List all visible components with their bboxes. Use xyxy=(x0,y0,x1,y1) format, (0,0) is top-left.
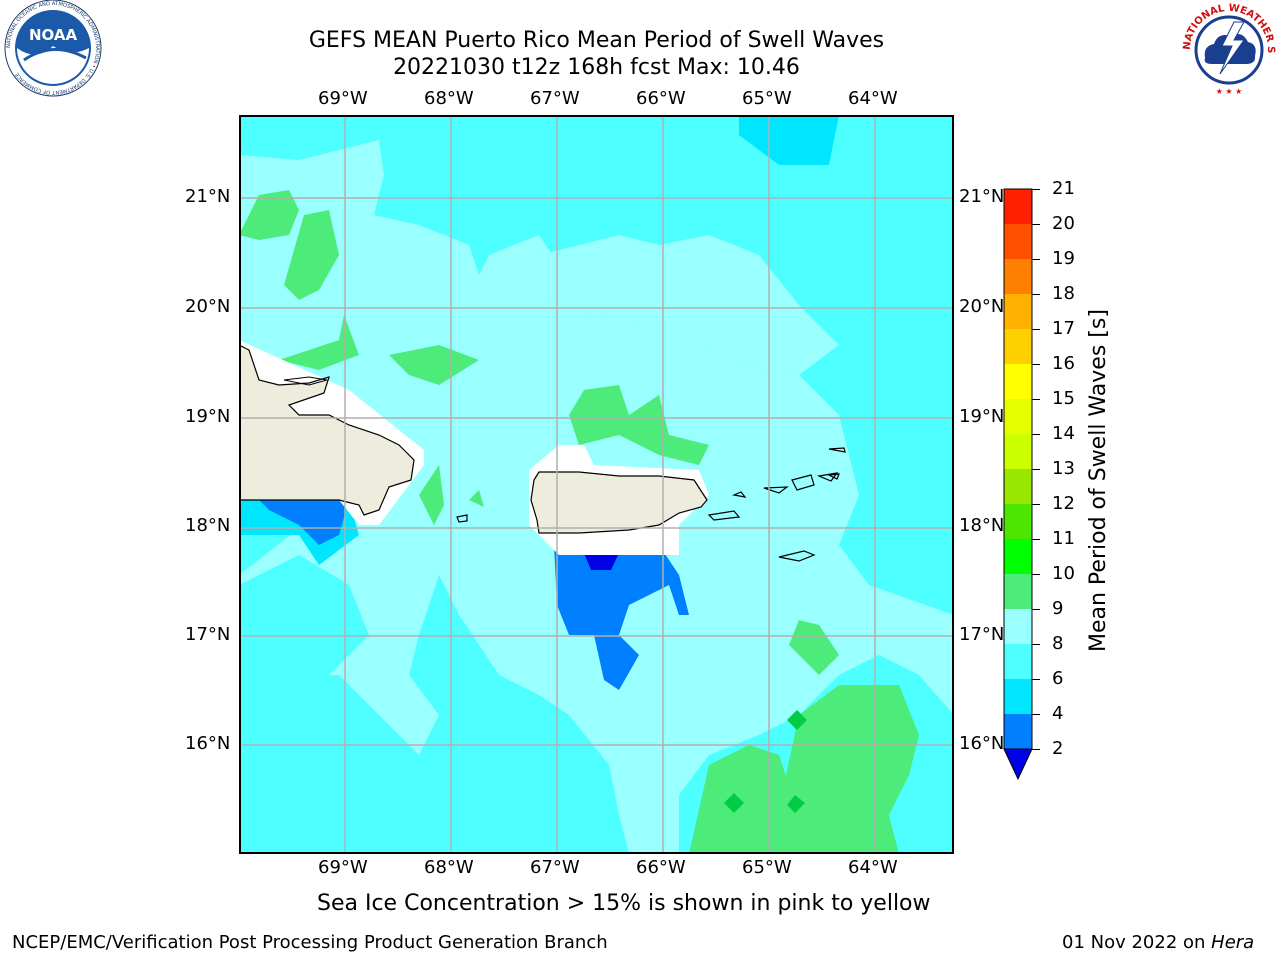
lon-label-bottom: 64°W xyxy=(848,857,898,878)
lon-label-top: 68°W xyxy=(424,88,474,109)
map-gridlines xyxy=(239,115,954,854)
map-plot-area xyxy=(238,115,954,854)
colorbar-tick-mark xyxy=(1032,469,1040,470)
lon-label-bottom: 67°W xyxy=(530,857,580,878)
colorbar-extend-triangle xyxy=(1003,748,1033,781)
lat-label-left: 19°N xyxy=(185,406,231,427)
colorbar-tick-mark xyxy=(1032,399,1040,400)
colorbar-swatch xyxy=(1004,189,1032,224)
lon-label-top: 64°W xyxy=(848,88,898,109)
colorbar-swatch xyxy=(1004,259,1032,294)
colorbar-tick-label: 15 xyxy=(1052,388,1075,409)
field-9-10s xyxy=(239,190,299,240)
colorbar-tick-label: 20 xyxy=(1052,213,1075,234)
noaa-logo: NOAA NATIONAL OCEANIC AND ATMOSPHERIC AD… xyxy=(0,0,108,108)
colorbar-swatch xyxy=(1004,714,1032,749)
colorbar-tick-mark xyxy=(1032,364,1040,365)
lon-label-top: 67°W xyxy=(530,88,580,109)
lat-label-right: 21°N xyxy=(959,186,1005,207)
lat-label-left: 18°N xyxy=(185,515,231,536)
field-10-11s xyxy=(724,793,744,813)
lat-label-left: 20°N xyxy=(185,296,231,317)
colorbar-tick-mark xyxy=(1032,749,1040,750)
colorbar-swatch xyxy=(1004,294,1032,329)
lon-label-bottom: 69°W xyxy=(318,857,368,878)
colorbar-swatch xyxy=(1004,399,1032,434)
colorbar-tick-label: 10 xyxy=(1052,563,1075,584)
colorbar-tick-label: 16 xyxy=(1052,353,1075,374)
colorbar-tick-mark xyxy=(1032,609,1040,610)
colorbar-tick-mark xyxy=(1032,329,1040,330)
colorbar-tick-mark xyxy=(1032,434,1040,435)
noaa-logo-text: NOAA xyxy=(29,26,78,44)
lat-label-right: 19°N xyxy=(959,406,1005,427)
colorbar-tick-mark xyxy=(1032,539,1040,540)
sea-ice-note: Sea Ice Concentration > 15% is shown in … xyxy=(317,891,931,916)
colorbar-tick-label: 17 xyxy=(1052,318,1075,339)
colorbar-swatch xyxy=(1004,434,1032,469)
lat-label-right: 17°N xyxy=(959,624,1005,645)
colorbar-tick-label: 19 xyxy=(1052,248,1075,269)
lat-label-right: 18°N xyxy=(959,515,1005,536)
colorbar-tick-label: 6 xyxy=(1052,668,1064,689)
chart-title-line2: 20221030 t12z 168h fcst Max: 10.46 xyxy=(393,55,800,80)
colorbar-tick-label: 14 xyxy=(1052,423,1075,444)
colorbar-swatch xyxy=(1004,224,1032,259)
colorbar-tick-mark xyxy=(1032,714,1040,715)
colorbar-tick-label: 13 xyxy=(1052,458,1075,479)
land-hispaniola xyxy=(238,344,415,516)
lon-label-bottom: 68°W xyxy=(424,857,474,878)
colorbar-tick-mark xyxy=(1032,644,1040,645)
colorbar-tick-label: 8 xyxy=(1052,633,1064,654)
colorbar-tick-mark xyxy=(1032,189,1040,190)
footer-left: NCEP/EMC/Verification Post Processing Pr… xyxy=(12,932,608,953)
colorbar-tick-mark xyxy=(1032,294,1040,295)
colorbar-swatch xyxy=(1004,574,1032,609)
footer-right: 01 Nov 2022 on Hera xyxy=(1062,932,1254,953)
field-4-6s-north xyxy=(739,115,839,165)
colorbar-label: Mean Period of Swell Waves [s] xyxy=(1086,309,1111,652)
lat-label-left: 16°N xyxy=(185,733,231,754)
colorbar-swatch xyxy=(1004,644,1032,679)
footer-date: 01 Nov 2022 on xyxy=(1062,932,1212,953)
colorbar-swatch xyxy=(1004,469,1032,504)
lon-label-top: 69°W xyxy=(318,88,368,109)
colorbar-swatch xyxy=(1004,609,1032,644)
colorbar-tick-mark xyxy=(1032,574,1040,575)
colorbar-tick-mark xyxy=(1032,679,1040,680)
colorbar-tick-label: 12 xyxy=(1052,493,1075,514)
colorbar-swatch xyxy=(1004,679,1032,714)
colorbar-tick-label: 11 xyxy=(1052,528,1075,549)
field-2-4s xyxy=(259,500,349,545)
nws-logo: NATIONAL WEATHER SERVICE ★ ★ ★ xyxy=(1174,0,1280,102)
lon-label-bottom: 66°W xyxy=(636,857,686,878)
colorbar-tick-mark xyxy=(1032,259,1040,260)
colorbar xyxy=(1000,185,1040,785)
lon-label-bottom: 65°W xyxy=(742,857,792,878)
svg-text:★ ★ ★: ★ ★ ★ xyxy=(1216,87,1243,96)
footer-machine: Hera xyxy=(1211,932,1255,953)
colorbar-tick-label: 21 xyxy=(1052,178,1075,199)
lat-label-left: 17°N xyxy=(185,624,231,645)
colorbar-tick-label: 9 xyxy=(1052,598,1064,619)
colorbar-tick-mark xyxy=(1032,504,1040,505)
lat-label-left: 21°N xyxy=(185,186,231,207)
colorbar-tick-mark xyxy=(1032,224,1040,225)
lat-label-right: 20°N xyxy=(959,296,1005,317)
colorbar-swatch xyxy=(1004,329,1032,364)
colorbar-tick-label: 4 xyxy=(1052,703,1064,724)
lon-label-top: 66°W xyxy=(636,88,686,109)
swell-period-map xyxy=(238,115,954,854)
lon-label-top: 65°W xyxy=(742,88,792,109)
colorbar-swatch xyxy=(1004,364,1032,399)
colorbar-swatch xyxy=(1004,539,1032,574)
colorbar-swatch xyxy=(1004,504,1032,539)
lat-label-right: 16°N xyxy=(959,733,1005,754)
colorbar-swatches xyxy=(1003,188,1033,781)
colorbar-tick-label: 2 xyxy=(1052,738,1064,759)
chart-title-line1: GEFS MEAN Puerto Rico Mean Period of Swe… xyxy=(308,28,885,53)
colorbar-tick-label: 18 xyxy=(1052,283,1075,304)
